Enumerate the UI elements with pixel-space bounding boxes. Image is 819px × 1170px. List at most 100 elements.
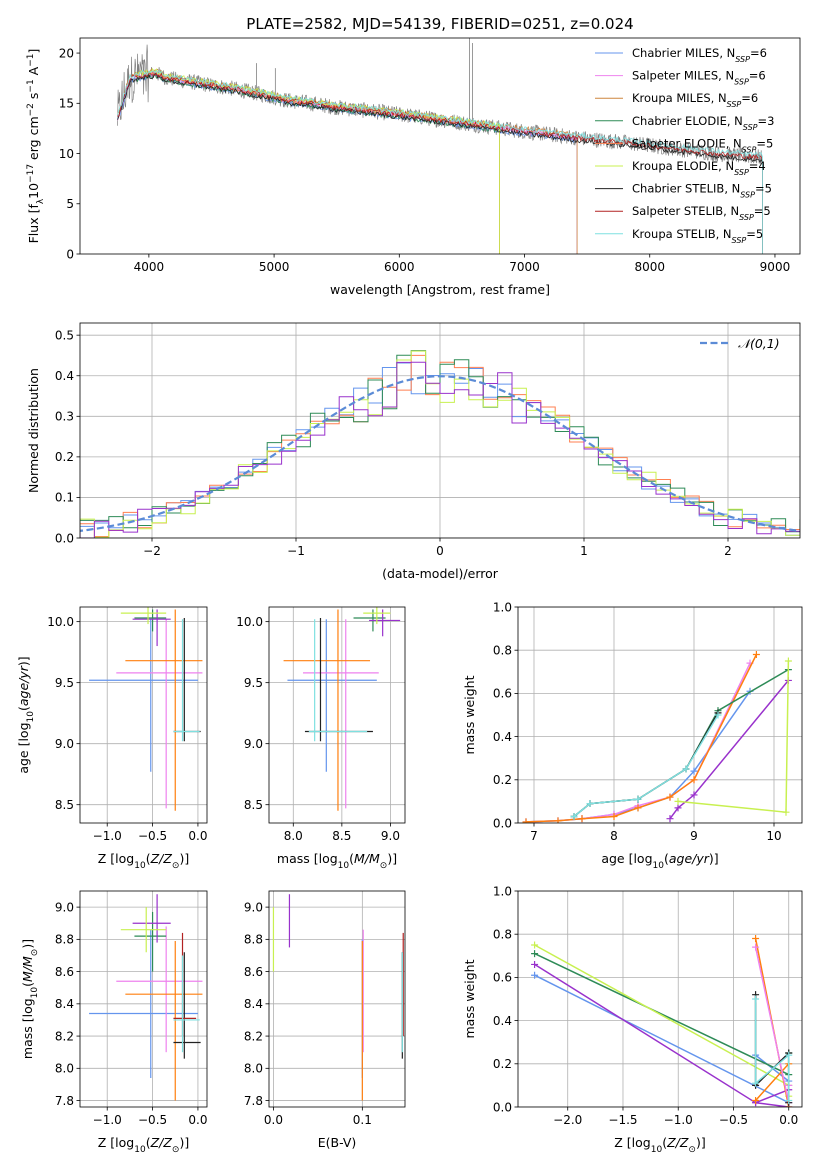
gaussian-curve [80,375,800,533]
y-tick-label: 0.4 [493,1014,512,1028]
label-part: 10 [134,861,146,871]
axis-label: Normed distribution [26,368,41,493]
y-tick-label: 10.0 [236,615,263,629]
y-tick-label: 8.8 [55,933,74,947]
y-tick-label: 10 [59,147,74,161]
weight-marker [752,1097,760,1105]
weight-marker [522,818,530,823]
legend-nssp: =6 [749,69,766,83]
label-part: 10 [653,861,665,871]
axis-label: Z [log10(Z/Z⊙)] [98,851,189,871]
weight-marker [690,776,698,784]
label-part: mass [log [277,851,338,866]
label-part: 10 [30,987,40,999]
legend-sub: SSP [732,235,747,244]
x-tick-label: 9000 [760,260,791,274]
legend-label: Chabrier MILES, NSSP=6 [632,46,767,64]
y-tick-label: 8.2 [244,1029,263,1043]
x-tick-label: 8000 [634,260,665,274]
x-tick-label: −1.0 [93,1113,122,1127]
label-part: age/yr [16,665,31,706]
x-tick-label: 1 [580,544,588,558]
plot-area [80,323,800,538]
histogram-step-line [80,361,800,538]
weight-marker [682,765,690,773]
y-tick-label: 15 [59,97,74,111]
y-tick-label: 8.6 [244,965,263,979]
axis-label: age [log10(age/yr)] [16,656,36,773]
y-tick-label: 1.0 [493,600,512,614]
legend-label: Chabrier STELIB, NSSP=5 [632,182,772,200]
label-part: )] [16,656,31,666]
legend-nssp: =4 [749,159,766,173]
x-tick-label: 2 [724,544,732,558]
label-part: A [26,66,41,79]
y-tick-label: 0.2 [493,773,512,787]
y-tick-label: 8.8 [244,933,263,947]
y-tick-label: 0.6 [493,687,512,701]
y-tick-label: 8.5 [55,798,74,812]
panel-weight_vs_age: 7 8 9 10 0.0 0.2 0.4 0.6 0.8 1.0 mass weight age [l… [462,600,803,871]
x-tick-label: −2 [143,544,161,558]
label-part: erg cm [26,116,41,164]
label-part: ⊙ [30,949,40,957]
axis-label: mass weight [462,959,477,1038]
axis-label: mass [log10(M/M⊙)] [20,939,40,1059]
legend-sub: SSP [735,55,750,64]
weight-marker [531,950,539,958]
weight-marker [531,941,539,949]
axis-label: wavelength [Angstrom, rest frame] [330,282,550,297]
legend-label: Chabrier ELODIE, NSSP=3 [632,114,774,132]
label-part: M/M [20,956,35,982]
y-tick-label: 1.0 [493,884,512,898]
plot-area [518,607,802,823]
axis-label: E(B-V) [318,1135,357,1150]
axes-frame [517,606,803,824]
y-tick-label: 8.2 [55,1029,74,1043]
label-part: )] [179,851,189,866]
y-tick-label: 5 [66,197,74,211]
weight-marker [752,651,760,659]
legend-name: Salpeter MILES, N [632,69,734,83]
label-part: ( [662,1135,667,1150]
weight-marker [785,1051,793,1059]
legend-name: Chabrier MILES, N [632,46,735,60]
panel-mass_vs_Z: −1.0 −0.5 0.07.88.08.28.48.68.89.0Z [log10… [20,890,207,1155]
legend-sub: SSP [743,122,758,131]
y-tick-label: 0.5 [55,328,74,342]
y-tick-label: 0.8 [493,644,512,658]
label-part: 10 [26,183,41,199]
label-part: M/M [354,851,380,866]
legend-nssp: =5 [755,182,772,196]
label-part: −17 [26,164,36,183]
label-part: mass [log [20,998,35,1059]
legend-nssp: =5 [756,136,773,150]
y-tick-label: 0.2 [55,450,74,464]
label-part: )] [709,851,719,866]
x-tick-label: 7 [530,829,538,843]
label-part: ( [16,706,31,711]
label-part: λ [36,198,46,204]
x-tick-label: 9.0 [381,829,400,843]
axes-frame [268,890,406,1108]
x-tick-label: −0.5 [719,1113,748,1127]
x-tick-label: 0.0 [188,829,207,843]
label-part: Z [log [98,1135,134,1150]
plot-area [117,38,763,254]
legend-name: Kroupa ELODIE, N [632,159,734,173]
axes-frame [79,606,208,824]
legend-label: Kroupa MILES, NSSP=6 [632,91,758,109]
y-tick-label: 0.8 [493,928,512,942]
label-part: −1 [26,54,36,67]
plot-area [269,607,405,823]
x-tick-label: 10 [766,829,781,843]
label-part: )] [179,1135,189,1150]
label-part: −1 [26,79,36,92]
y-tick-label: 0.3 [55,410,74,424]
y-tick-label: 0.0 [55,531,74,545]
weight-marker [784,657,792,665]
weight-marker [666,793,674,801]
legend-nssp: =5 [746,227,763,241]
axis-label: mass weight [462,675,477,754]
